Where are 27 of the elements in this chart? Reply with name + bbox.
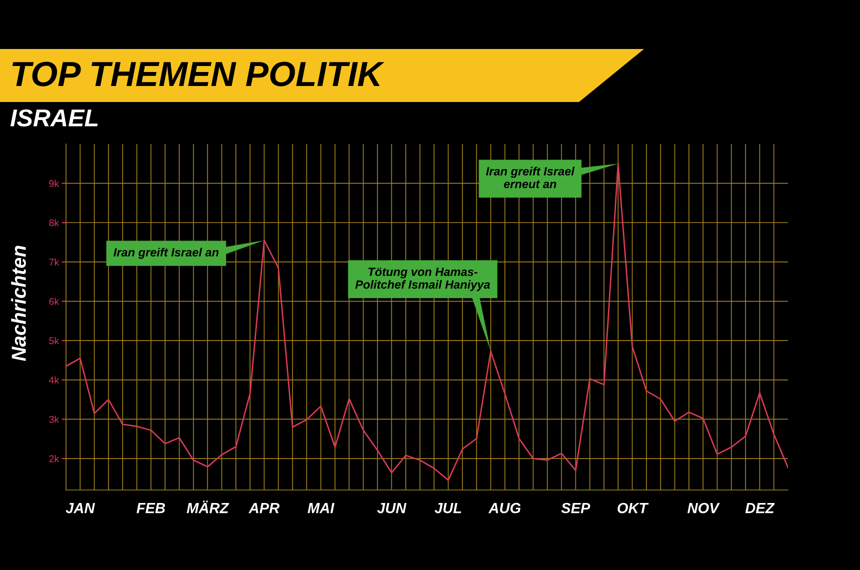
y-tick-label: 8k bbox=[49, 219, 60, 226]
x-tick-label: DEZ bbox=[745, 503, 775, 514]
x-tick-label: JUL bbox=[434, 503, 462, 514]
x-tick-label: JUN bbox=[377, 503, 406, 514]
y-tick-label: 4k bbox=[49, 376, 60, 384]
x-tick-label: FEB bbox=[136, 503, 165, 514]
x-tick-label: MÄRZ bbox=[186, 500, 230, 514]
x-tick-label: NOV bbox=[688, 502, 720, 514]
x-tick-label: OKT bbox=[618, 502, 649, 514]
x-tick-label: JAN bbox=[66, 503, 95, 514]
x-tick-label: APR bbox=[248, 503, 280, 514]
annotation: Iran greift Israel an bbox=[114, 248, 219, 259]
chart-subtitle: ISRAEL bbox=[10, 109, 98, 127]
y-tick-label: 5k bbox=[49, 337, 60, 344]
line-series bbox=[66, 162, 788, 481]
y-axis-title: Nachrichten bbox=[11, 246, 26, 361]
y-tick-label: 3k bbox=[49, 416, 60, 423]
chart-title: TOP THEMEN POLITIK bbox=[12, 62, 384, 86]
annotation: Tötung von Hamas- Politchef Ismail Haniyya bbox=[355, 268, 490, 292]
y-tick-label: 9k bbox=[49, 180, 60, 187]
y-tick-label: 7k bbox=[49, 258, 60, 266]
annotation: Iran greift Israel erneut an bbox=[486, 166, 575, 188]
y-tick-label: 2k bbox=[49, 455, 60, 462]
x-tick-label: MAI bbox=[308, 503, 334, 514]
y-tick-label: 6k bbox=[49, 298, 60, 305]
x-tick-label: AUG bbox=[488, 502, 521, 514]
x-tick-label: SEP bbox=[561, 502, 590, 514]
